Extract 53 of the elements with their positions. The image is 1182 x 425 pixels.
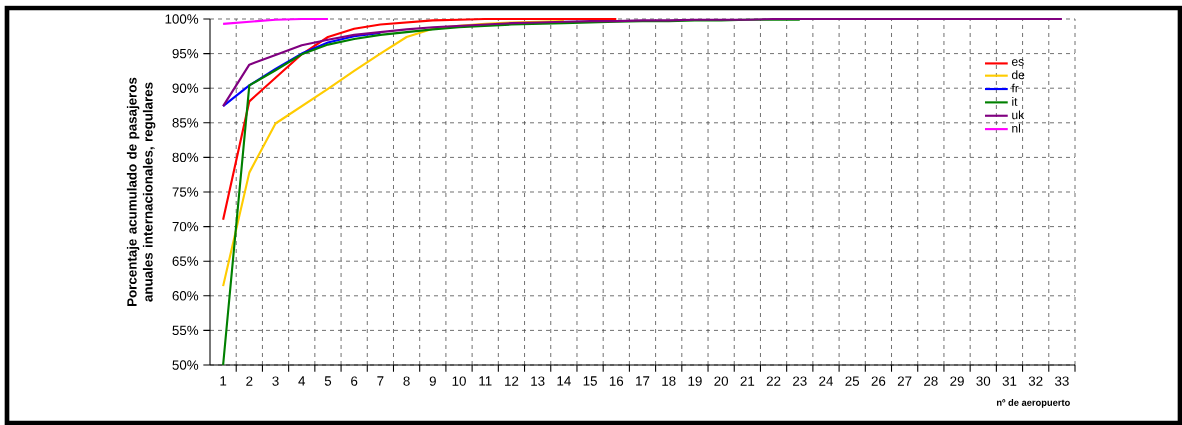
x-tick-label: 11 [479,376,492,386]
x-tick-label: 31 [1002,376,1017,386]
y-tick-label: 90% [172,83,199,93]
x-tick-label: 18 [662,376,676,386]
x-tick-label: 32 [1028,376,1043,386]
x-tick-label: 13 [531,376,545,386]
legend-label: nl [1012,123,1020,133]
legend-label: de [1011,70,1025,80]
x-tick-label: 1 [220,376,227,386]
y-tick-label: 75% [172,187,199,197]
x-tick-label: 3 [272,376,279,386]
legend-label: es [1011,59,1024,66]
x-tick-label: 29 [950,376,964,386]
x-tick-label: 10 [452,376,466,386]
y-tick-label: 95% [172,48,199,59]
legend-label: fr [1011,83,1019,93]
x-tick-label: 2 [246,376,253,386]
y-tick-label: 80% [172,152,199,163]
x-tick-label: 8 [403,376,410,386]
x-tick-label: 15 [583,376,597,386]
x-tick-label: 16 [609,376,624,386]
y-tick-label: 55% [172,325,199,336]
y-tick-label: 100% [165,14,199,24]
y-tick-label: 65% [172,256,199,266]
x-tick-label: 7 [377,376,384,386]
x-tick-label: 14 [557,376,571,386]
x-tick-label: 19 [688,376,702,386]
x-tick-label: 20 [714,376,729,386]
x-tick-label: 28 [924,376,938,386]
x-tick-label: 5 [324,376,332,386]
x-tick-label: 33 [1054,376,1069,386]
legend-label: it [1012,97,1018,106]
x-tick-label: 9 [429,376,436,386]
x-tick-label: 25 [845,376,860,386]
y-tick-label: 50% [172,360,199,370]
legend-label: uk [1012,110,1025,120]
x-tick-label: 6 [351,376,358,386]
x-tick-label: 22 [766,376,781,386]
y-tick-label: 70% [172,221,199,232]
x-tick-label: 27 [897,376,912,386]
y-tick-label: 85% [172,118,199,128]
x-axis-title: nº de aeropuerto [996,399,1070,408]
x-tick-label: 21 [740,376,755,386]
x-tick-label: 4 [298,376,306,386]
x-tick-label: 17 [636,376,650,386]
y-axis-title: Porcentaje acumulado de pasajeros anuales internacionales, regulares [126,77,156,306]
x-tick-label: 24 [819,376,834,386]
x-tick-label: 26 [871,376,886,386]
x-tick-label: 23 [793,376,807,386]
y-tick-label: 60% [172,291,199,301]
x-tick-label: 30 [976,376,991,386]
line-series [222,31,382,108]
x-tick-label: 12 [505,376,519,386]
